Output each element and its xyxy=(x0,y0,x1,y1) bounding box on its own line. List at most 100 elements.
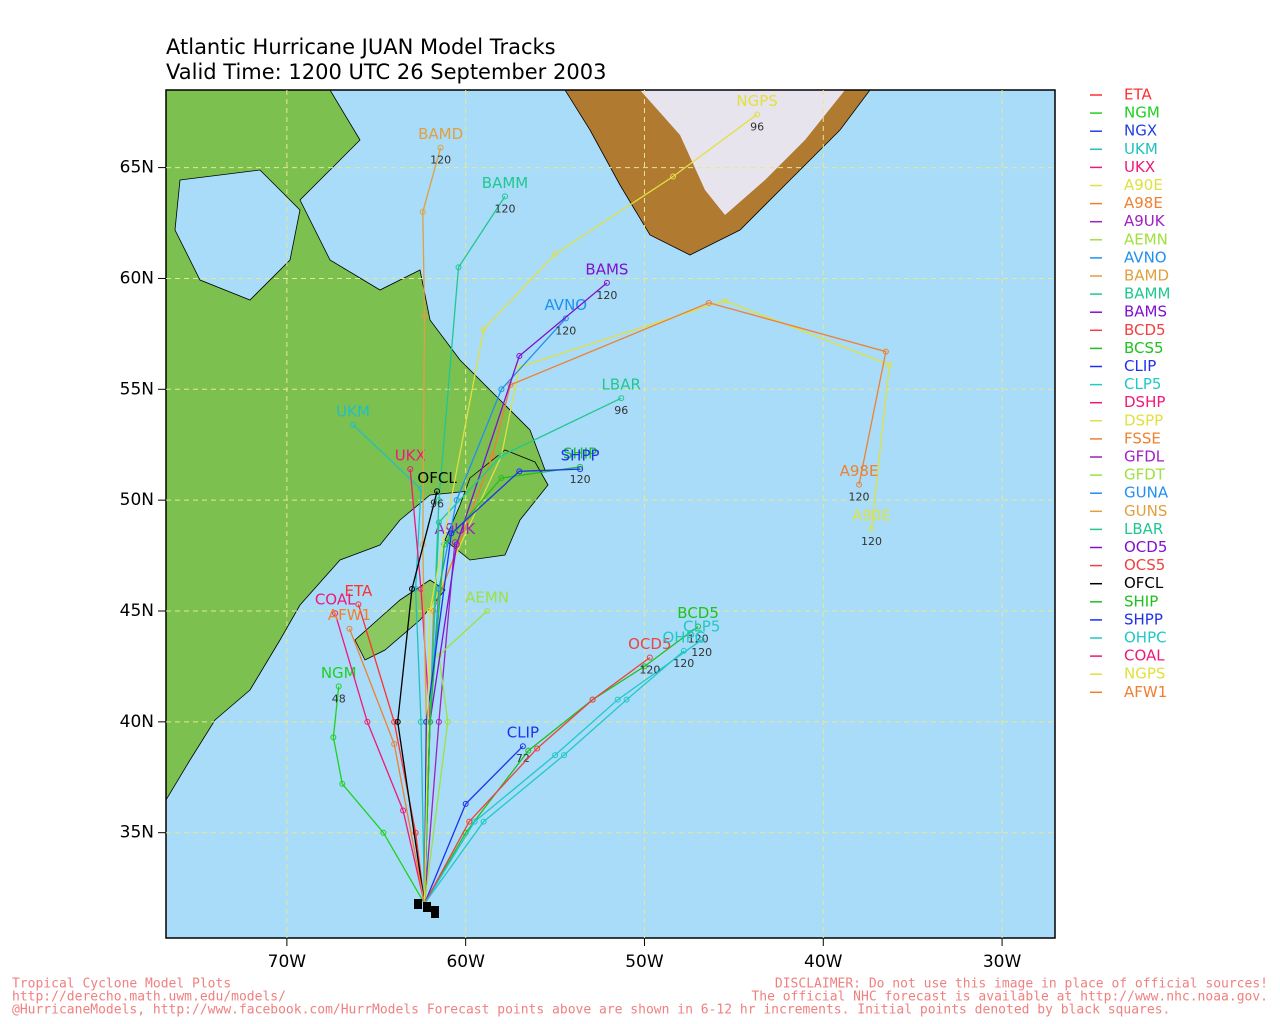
track-point xyxy=(462,800,469,807)
legend-label: A98E xyxy=(1124,194,1163,212)
legend-label: AVNO xyxy=(1124,248,1167,266)
track-point xyxy=(346,625,353,632)
forecast-hour-label: 120 xyxy=(639,664,660,677)
legend-label: OCS5 xyxy=(1124,556,1165,574)
footer-right: The official NHC forecast is available a… xyxy=(751,990,1268,1005)
track-point xyxy=(391,741,398,748)
legend-label: OFCL xyxy=(1124,574,1164,592)
track-point xyxy=(484,607,491,614)
legend-label: COAL xyxy=(1124,647,1165,665)
track-point xyxy=(480,818,487,825)
legend-label: GFDT xyxy=(1124,466,1166,484)
x-tick-label: 30W xyxy=(983,952,1022,972)
track-point xyxy=(670,173,677,180)
track-point xyxy=(856,481,863,488)
track-name-label: BCD5 xyxy=(677,604,719,622)
forecast-hour-label: 120 xyxy=(691,646,712,659)
track-point xyxy=(419,208,426,215)
track-line xyxy=(423,625,699,904)
track-name-label: AFW1 xyxy=(328,606,371,624)
track-name-label: BAMD xyxy=(418,125,463,143)
track-point xyxy=(435,497,442,504)
track-name-label: OHPC xyxy=(663,628,706,646)
track-name-label: SHPP xyxy=(561,447,600,465)
y-tick-label: 60N xyxy=(120,268,154,288)
track-point xyxy=(680,647,687,654)
track-point xyxy=(448,530,455,537)
track-point xyxy=(435,519,442,526)
legend-label: NGM xyxy=(1124,104,1160,122)
legend-label: FSSE xyxy=(1124,429,1161,447)
y-tick-label: 50N xyxy=(120,490,154,510)
legend-label: AFW1 xyxy=(1124,683,1167,701)
forecast-hour-label: 120 xyxy=(849,491,870,504)
forecast-hour-label: 120 xyxy=(555,324,576,337)
track-line xyxy=(423,113,758,904)
track-line xyxy=(423,542,456,904)
legend-label: CLIP xyxy=(1124,357,1156,375)
track-line xyxy=(423,650,685,904)
track-line xyxy=(423,468,581,904)
track-name-label: ETA xyxy=(345,582,373,600)
land xyxy=(166,90,871,801)
track-point xyxy=(441,541,448,548)
track-point xyxy=(364,718,371,725)
track-point xyxy=(455,264,462,271)
legend-label: ETA xyxy=(1124,86,1152,104)
legend-label: NGPS xyxy=(1124,665,1165,683)
start-markers xyxy=(414,899,439,918)
track-name-label: BAMM xyxy=(482,174,528,192)
forecast-hour-label: 96 xyxy=(430,497,444,510)
track-point xyxy=(519,743,526,750)
start-square xyxy=(431,906,439,918)
forecast-hour-label: 120 xyxy=(861,535,882,548)
track-point xyxy=(886,361,893,368)
forecast-hour-label: 120 xyxy=(570,473,591,486)
track-point xyxy=(409,585,416,592)
footer-left: Tropical Cyclone Model Plots xyxy=(12,977,231,992)
track-line xyxy=(357,604,426,904)
track-name-label: UKM xyxy=(336,402,370,420)
subtitle: Valid Time: 1200 UTC 26 September 2003 xyxy=(166,60,606,84)
track-line xyxy=(423,639,703,904)
track-line xyxy=(334,613,426,904)
legend-label: LBAR xyxy=(1124,520,1163,538)
legend-label: OHPC xyxy=(1124,629,1167,647)
forecast-hour-label: 120 xyxy=(673,657,694,670)
track-point xyxy=(754,111,761,118)
legend-label: GUNS xyxy=(1124,502,1167,520)
legend-label: OCD5 xyxy=(1124,538,1167,556)
track-point xyxy=(641,663,648,670)
track-line xyxy=(332,686,426,904)
track-line xyxy=(352,424,426,904)
y-tick-label: 55N xyxy=(120,379,154,399)
track-point xyxy=(332,610,339,617)
legend-label: A9UK xyxy=(1124,212,1166,230)
track-point xyxy=(335,683,342,690)
track-point xyxy=(525,747,532,754)
track-name-label: OCD5 xyxy=(628,635,671,653)
track-point xyxy=(444,718,451,725)
track-point xyxy=(695,623,702,630)
track-name-label: OFCL xyxy=(417,469,457,487)
track-point xyxy=(480,326,487,333)
bay xyxy=(174,169,301,301)
track-point xyxy=(552,752,559,759)
track-point xyxy=(534,745,541,752)
legend-label: BAMM xyxy=(1124,285,1170,303)
track-point xyxy=(589,696,596,703)
track-point xyxy=(435,718,442,725)
track-point xyxy=(882,348,889,355)
legend-label: BCD5 xyxy=(1124,321,1166,339)
legend-label: BAMD xyxy=(1124,267,1169,285)
track-point xyxy=(426,607,433,614)
track-name-label: BAMS xyxy=(585,260,628,278)
track-name-label: AVNO xyxy=(545,296,588,314)
track-name-label: LBAR xyxy=(602,376,641,394)
legend-label: SHIP xyxy=(1124,592,1158,610)
y-tick-label: 65N xyxy=(120,158,154,178)
footer-left: http://derecho.math.uwm.edu/models/ xyxy=(12,990,286,1005)
track-name-label: AEMN xyxy=(465,588,509,606)
start-square xyxy=(414,899,422,909)
